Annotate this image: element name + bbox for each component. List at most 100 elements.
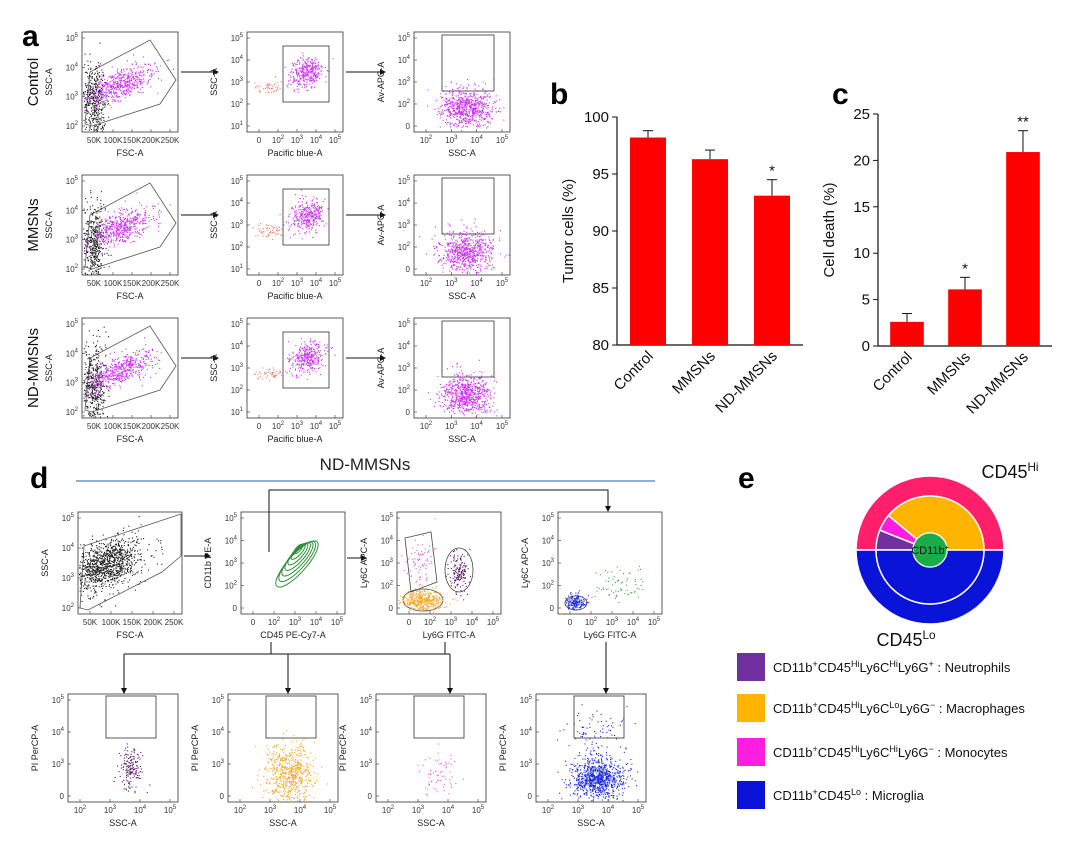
event-dot xyxy=(93,129,95,131)
event-dot xyxy=(134,73,136,75)
event-dot xyxy=(455,107,457,109)
event-dot xyxy=(453,235,455,237)
event-dot xyxy=(472,249,474,251)
event-dot xyxy=(297,223,299,225)
event-dot xyxy=(295,217,297,219)
event-dot xyxy=(130,228,132,230)
event-dot xyxy=(471,119,473,121)
event-dot xyxy=(463,118,465,120)
event-dot xyxy=(139,80,141,82)
event-dot xyxy=(481,110,483,112)
event-dot xyxy=(97,383,99,385)
event-dot xyxy=(88,378,90,380)
event-dot xyxy=(467,242,469,244)
event-dot xyxy=(302,79,304,81)
event-dot xyxy=(447,103,449,105)
event-dot xyxy=(471,247,473,249)
event-dot xyxy=(462,107,464,109)
event-dot xyxy=(125,85,127,87)
event-dot xyxy=(112,367,114,369)
event-dot xyxy=(267,84,269,86)
event-dot xyxy=(293,75,295,77)
event-dot xyxy=(101,382,103,384)
event-dot xyxy=(125,359,127,361)
event-dot xyxy=(470,94,472,96)
event-dot xyxy=(135,364,137,366)
event-dot xyxy=(456,241,458,243)
event-dot xyxy=(96,79,98,81)
event-dot xyxy=(144,363,146,365)
event-dot xyxy=(469,272,471,274)
event-dot xyxy=(101,89,103,91)
y-axis-label: Av-APC-A xyxy=(376,205,386,246)
event-dot xyxy=(316,208,318,210)
event-dot xyxy=(444,105,446,107)
event-dot xyxy=(97,408,99,410)
event-dot xyxy=(93,221,95,223)
event-dot xyxy=(470,261,472,263)
event-dot xyxy=(457,267,459,269)
y-tick-label: 103 xyxy=(66,235,79,245)
event-dot xyxy=(126,360,128,362)
event-dot xyxy=(481,239,483,241)
event-dot xyxy=(305,233,307,235)
event-dot xyxy=(309,83,311,85)
event-dot xyxy=(306,84,308,86)
event-dot xyxy=(271,88,273,90)
event-dot xyxy=(102,231,104,233)
event-dot xyxy=(132,77,134,79)
event-dot xyxy=(144,356,146,358)
event-dot xyxy=(439,111,441,113)
event-dot xyxy=(315,67,317,69)
event-dot xyxy=(473,119,475,121)
event-dot xyxy=(122,76,124,78)
event-dot xyxy=(477,111,479,113)
event-dot xyxy=(105,247,107,249)
event-dot xyxy=(110,234,112,236)
event-dot xyxy=(465,117,467,119)
event-dot xyxy=(132,240,134,242)
event-dot xyxy=(97,368,99,370)
event-dot xyxy=(113,99,115,101)
event-dot xyxy=(124,83,126,85)
event-dot xyxy=(92,387,94,389)
event-dot xyxy=(464,96,466,98)
event-dot xyxy=(112,76,114,78)
event-dot xyxy=(127,60,129,62)
event-dot xyxy=(298,75,300,77)
event-dot xyxy=(461,248,463,250)
event-dot xyxy=(119,225,121,227)
event-dot xyxy=(93,223,95,225)
event-dot xyxy=(308,70,310,72)
event-dot xyxy=(85,377,87,379)
event-dot xyxy=(301,224,303,226)
event-dot xyxy=(103,238,105,240)
event-dot xyxy=(107,104,109,106)
event-dot xyxy=(95,111,97,113)
event-dot xyxy=(120,230,122,232)
event-dot xyxy=(124,218,126,220)
event-dot xyxy=(91,415,93,417)
event-dot xyxy=(88,243,90,245)
event-dot xyxy=(475,110,477,112)
event-dot xyxy=(103,401,105,403)
event-dot xyxy=(114,358,116,360)
event-dot xyxy=(116,77,118,79)
event-dot xyxy=(97,78,99,80)
event-dot xyxy=(467,257,469,259)
event-dot xyxy=(126,83,128,85)
event-dot xyxy=(109,226,111,228)
event-dot xyxy=(439,243,441,245)
event-dot xyxy=(460,111,462,113)
event-dot xyxy=(100,394,102,396)
event-dot xyxy=(83,348,85,350)
event-dot xyxy=(462,239,464,241)
event-dot xyxy=(465,93,467,95)
event-dot xyxy=(313,74,315,76)
event-dot xyxy=(307,74,309,76)
event-dot xyxy=(457,258,459,260)
event-dot xyxy=(311,73,313,75)
event-dot xyxy=(96,407,98,409)
event-dot xyxy=(104,232,106,234)
event-dot xyxy=(150,86,152,88)
